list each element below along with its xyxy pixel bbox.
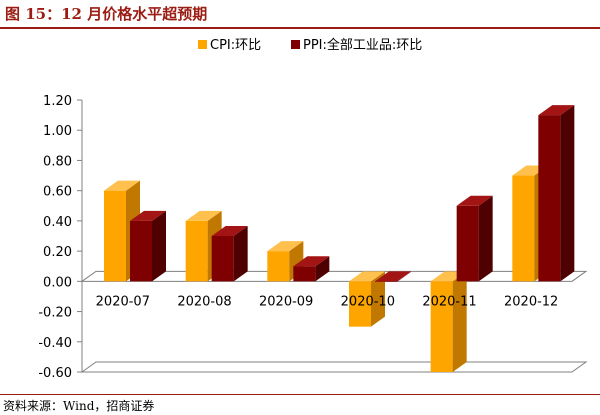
bar-top [211,226,248,236]
x-tick-label: 2020-08 [177,294,231,309]
bar-side [397,271,411,282]
y-axis: 1.20 1.00 0.80 0.60 0.40 0.20 0.00 -0.20 -0.40 -0… [38,94,83,381]
y-tick-label: 0.00 [43,275,72,290]
bar-top [130,210,166,221]
bar-top [293,256,330,267]
bar-top [375,271,411,282]
figure-title: 图 15：12 月价格水平超预期 [5,5,208,23]
bar-top [104,180,140,191]
bar-front [538,115,561,282]
bar-top [185,210,222,221]
source-note: 资料来源：Wind，招商证券 [3,399,155,413]
bar-side [152,210,166,282]
bar-ppi [293,256,330,282]
floor-plane [80,361,588,373]
bar-ppi [538,105,575,282]
y-tick-label: -0.60 [38,366,72,381]
legend: CPI:环比 PPI:全部工业品:环比 [198,37,422,53]
x-tick-label: 2020-10 [341,294,395,309]
y-tick-label: 0.20 [43,245,72,260]
bar-top [456,195,493,206]
y-tick-label: 1.20 [43,94,72,109]
bar-side [560,105,575,282]
x-axis-labels: 2020-07 2020-08 2020-09 2020-10 2020-11 2020-… [96,294,559,309]
bar-top [349,271,385,282]
legend-swatch-cpi [198,40,207,49]
bar-front [185,220,208,282]
bar-ppi [130,210,166,282]
bar-front [375,281,397,282]
bar-cpi [185,210,222,282]
bars [104,105,575,372]
y-tick-label: 0.80 [43,154,72,169]
bar-front [430,281,453,372]
bar-side [233,226,248,282]
y-tick-label: -0.40 [38,336,72,351]
bar-chart: CPI:环比 PPI:全部工业品:环比 1.20 1.00 0.80 0.60 0.40… [38,37,588,381]
x-tick-label: 2020-12 [504,294,558,309]
bar-front [456,205,479,282]
x-tick-label: 2020-09 [259,294,313,309]
bar-side [452,271,467,372]
bar-front [267,251,290,282]
bar-front [104,190,126,282]
bar-front [211,236,234,282]
x-tick-label: 2020-07 [96,294,150,309]
y-tick-label: 0.40 [43,215,72,230]
bar-front [293,266,316,282]
bar-side [371,271,385,327]
bar-ppi [456,195,493,282]
bar-ppi [211,226,248,282]
bottom-rule [0,394,600,395]
bar-front [512,175,535,282]
bar-front [349,281,371,327]
y-tick-label: -0.20 [38,306,72,321]
bar-cpi [430,271,467,372]
bar-side [315,256,330,282]
bar-top [538,105,575,116]
bar-cpi [349,271,385,327]
bar-cpi [267,241,304,282]
legend-swatch-ppi [291,40,300,49]
legend-label-ppi: PPI:全部工业品:环比 [303,37,422,53]
y-tick-label: 0.60 [43,185,72,200]
title-rule [0,27,600,29]
bar-side [478,195,493,282]
x-tick-label: 2020-11 [422,294,476,309]
y-tick-label: 1.00 [43,124,72,139]
chart-walls [80,270,588,373]
legend-label-cpi: CPI:环比 [210,38,261,53]
bar-top [267,241,304,252]
bar-front [130,220,152,282]
bar-ppi [375,271,411,282]
